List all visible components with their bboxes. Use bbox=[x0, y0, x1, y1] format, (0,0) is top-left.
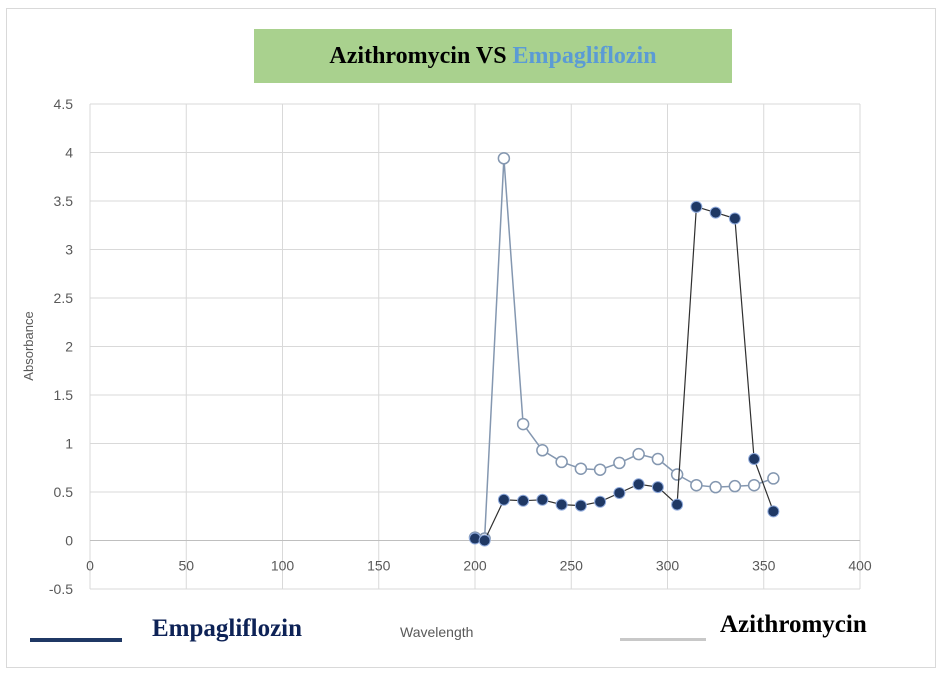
data-point-azithromycin bbox=[555, 455, 568, 469]
data-point-azithromycin bbox=[536, 444, 549, 457]
data-point-empagliflozin bbox=[671, 498, 684, 511]
legend-label-azithromycin: Azithromycin bbox=[720, 611, 867, 638]
x-tick-label: 150 bbox=[367, 558, 391, 574]
data-point-empagliflozin bbox=[536, 493, 549, 506]
series-line-azithromycin bbox=[474, 158, 774, 540]
grid-lines bbox=[89, 103, 861, 590]
data-point-empagliflozin bbox=[651, 481, 664, 494]
data-point-azithromycin bbox=[497, 152, 511, 165]
y-tick-label: 1.5 bbox=[54, 387, 74, 403]
x-tick-label: 400 bbox=[848, 558, 872, 574]
legend-label-empagliflozin: Empagliflozin bbox=[152, 615, 303, 642]
data-point-empagliflozin bbox=[497, 493, 510, 506]
series-azithromycin bbox=[468, 152, 780, 545]
data-point-empagliflozin bbox=[690, 200, 703, 213]
chart-title-box: Azithromycin VS Empagliflozin bbox=[254, 29, 732, 83]
x-tick-label: 250 bbox=[560, 558, 584, 574]
x-tick-label: 350 bbox=[752, 558, 776, 574]
data-point-azithromycin bbox=[690, 478, 703, 492]
y-tick-label: 2 bbox=[65, 339, 73, 355]
y-tick-label: -0.5 bbox=[49, 581, 73, 597]
data-point-empagliflozin bbox=[728, 212, 741, 225]
chart-title-part2: Empagliflozin bbox=[512, 42, 657, 69]
y-tick-label: 3 bbox=[65, 242, 73, 258]
data-point-azithromycin bbox=[747, 478, 761, 492]
y-tick-label: 1 bbox=[65, 436, 73, 452]
y-tick-label: 4.5 bbox=[54, 96, 74, 112]
data-point-azithromycin bbox=[574, 462, 588, 475]
data-point-azithromycin bbox=[670, 468, 684, 481]
series-empagliflozin bbox=[469, 200, 780, 547]
data-point-azithromycin bbox=[593, 463, 607, 476]
y-axis-label: Absorbance bbox=[21, 311, 36, 380]
x-tick-label: 50 bbox=[178, 558, 194, 574]
data-point-azithromycin bbox=[613, 456, 626, 470]
data-point-azithromycin bbox=[516, 417, 530, 431]
x-axis-label: Wavelength bbox=[400, 624, 474, 640]
data-point-azithromycin bbox=[632, 447, 645, 461]
x-tick-label: 100 bbox=[271, 558, 295, 574]
y-tick-label: 3.5 bbox=[54, 193, 74, 209]
data-point-empagliflozin bbox=[469, 532, 481, 545]
y-tick-label: 4 bbox=[65, 145, 73, 161]
data-point-empagliflozin bbox=[613, 486, 626, 499]
data-point-empagliflozin bbox=[574, 499, 587, 512]
y-tick-label: 2.5 bbox=[54, 290, 74, 306]
data-point-empagliflozin bbox=[517, 494, 530, 507]
x-tick-labels: 0 50 100 150 200 250 300 350 400 bbox=[86, 558, 872, 574]
data-point-empagliflozin bbox=[478, 534, 491, 547]
data-point-empagliflozin bbox=[748, 453, 761, 466]
x-tick-label: 200 bbox=[463, 558, 487, 574]
y-tick-label: 0.5 bbox=[54, 484, 74, 500]
data-point-empagliflozin bbox=[709, 206, 722, 219]
x-tick-label: 0 bbox=[86, 558, 94, 574]
x-tick-label: 300 bbox=[656, 558, 680, 574]
chart-title-part1: Azithromycin VS bbox=[329, 42, 513, 69]
legend-line-azithromycin bbox=[620, 638, 706, 641]
y-tick-labels: -0.5 0 0.5 1 1.5 2 2.5 3 3.5 4 4.5 bbox=[49, 96, 73, 597]
data-point-empagliflozin bbox=[767, 505, 780, 518]
data-point-empagliflozin bbox=[594, 495, 607, 508]
data-point-azithromycin bbox=[767, 472, 780, 485]
chart-frame bbox=[6, 8, 936, 668]
data-point-azithromycin bbox=[728, 479, 742, 493]
data-point-empagliflozin bbox=[555, 498, 568, 511]
series-group bbox=[468, 152, 780, 547]
data-point-azithromycin bbox=[651, 452, 665, 466]
data-point-azithromycin bbox=[709, 480, 722, 494]
legend-line-empagliflozin bbox=[30, 638, 122, 642]
y-tick-label: 0 bbox=[65, 533, 73, 549]
data-point-empagliflozin bbox=[632, 478, 645, 491]
chart-title: Azithromycin VS Empagliflozin bbox=[329, 43, 656, 70]
